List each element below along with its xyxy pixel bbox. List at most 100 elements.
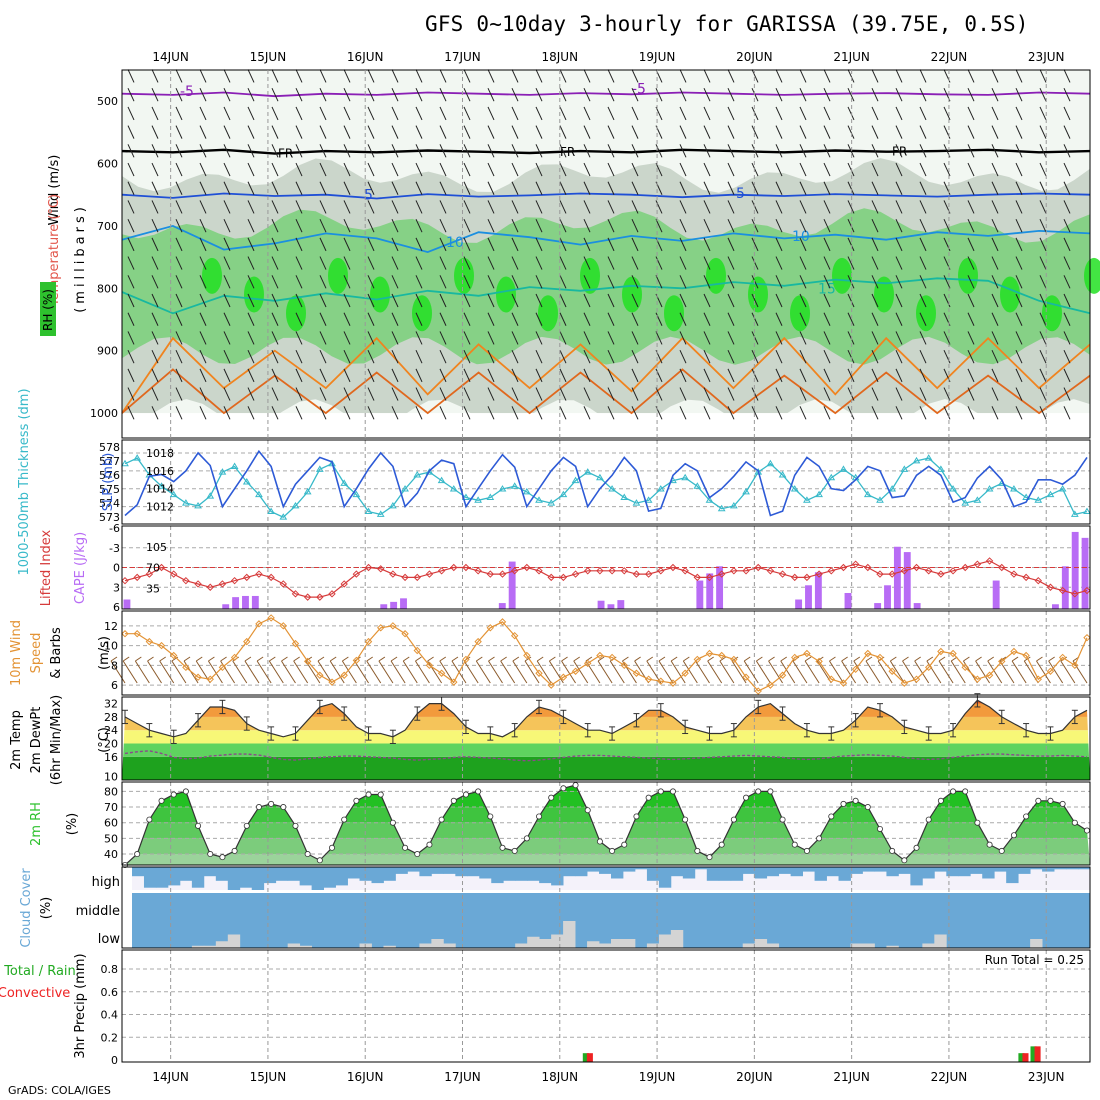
cloud-high-bar [467, 867, 480, 877]
isotherm-label: 15 [818, 281, 836, 297]
wind-barb [919, 106, 927, 121]
wind-barb [607, 349, 615, 364]
wind-barb [631, 237, 639, 252]
cape-bar [1051, 604, 1059, 609]
cloud-high-bar [371, 867, 384, 884]
cape-bar [805, 585, 812, 609]
cloud-high-bar [359, 867, 372, 881]
wind10-barb-flag [902, 656, 909, 662]
wind-barb [559, 69, 567, 83]
rh-high-cell [202, 257, 222, 294]
cloud-high-bar [790, 867, 803, 877]
wind-barb [679, 387, 687, 401]
wind-barb [703, 256, 711, 270]
wind-barb [895, 237, 903, 252]
wind-barb [151, 387, 159, 401]
date-label-top: 19JUN [639, 50, 676, 64]
thickness-marker [267, 507, 276, 515]
wind10-marker [279, 622, 288, 630]
wind-barb [751, 312, 759, 326]
wind-barb [871, 406, 879, 420]
wind-barb [511, 275, 519, 289]
rh-marker [974, 819, 981, 826]
wind10-barb [134, 660, 150, 684]
thickness-marker [413, 470, 422, 478]
wind10-barb [463, 660, 479, 684]
wind-barb [295, 293, 303, 308]
rh-marker [438, 816, 445, 823]
wind-barb [559, 125, 567, 139]
date-label-bottom: 16JUN [347, 1070, 384, 1084]
wind10-marker [401, 630, 409, 638]
wind-barb [895, 387, 903, 401]
wind-barb [511, 69, 519, 83]
wind10-barb-flag [938, 656, 946, 662]
wind-barb [271, 331, 279, 345]
wind-barb [991, 406, 999, 420]
cloud-high-bar [682, 867, 696, 879]
thickness-marker [364, 507, 373, 515]
wind-barb [727, 237, 735, 252]
cloud-high-bar [946, 867, 959, 877]
wind-barb [271, 237, 279, 252]
wind-barb [439, 368, 447, 383]
lifted-index-marker [340, 580, 348, 588]
wind10-barb [207, 660, 223, 684]
wind10-marker [291, 639, 300, 648]
rh-marker [889, 847, 896, 854]
wind-barb [271, 162, 279, 177]
wind-barb [343, 387, 351, 401]
precip-tick-label: 0.4 [101, 1009, 119, 1022]
wind-barb [895, 162, 903, 177]
precip-convective-bar [1022, 1053, 1029, 1062]
wind10-marker [1058, 653, 1067, 662]
wind-barb [703, 106, 711, 121]
wind-barb [535, 125, 543, 139]
cloud-high-bar [287, 867, 301, 881]
lifted-index-marker [352, 570, 361, 578]
wind-barb [799, 200, 807, 214]
wind-barb [727, 218, 735, 233]
wind-barb [727, 87, 735, 102]
wind10-marker [133, 630, 141, 638]
wind-barb [847, 387, 855, 401]
wind-barb [511, 218, 519, 233]
wind10-marker [681, 669, 689, 677]
cloud-high-bar [191, 867, 205, 888]
wind-barb [535, 331, 543, 345]
wind-barb [583, 349, 591, 364]
wind10-marker [937, 647, 945, 656]
rh-marker [645, 794, 652, 801]
lifted-index-marker [121, 576, 129, 585]
wind-barb [631, 162, 639, 177]
thickness-marker [656, 485, 665, 492]
wind-barb [223, 368, 231, 383]
cloud-high-bar [611, 867, 624, 879]
wind-barb [943, 162, 951, 177]
wind-barb [343, 218, 351, 233]
rh-band [122, 822, 1090, 839]
wind-barb [1063, 275, 1071, 289]
wind-barb [295, 162, 303, 177]
wind-barb [559, 406, 567, 420]
lifted-index-marker [657, 567, 665, 575]
wind-barb [583, 368, 591, 383]
wind-barb [679, 349, 687, 364]
wind-barb [679, 275, 687, 289]
cloud-low-bar [191, 945, 205, 948]
wind-barb [967, 349, 975, 364]
temp-tick-label: 16 [104, 751, 118, 764]
temp-bands [122, 700, 1090, 780]
wind-barb [511, 293, 519, 308]
wind-barb [607, 87, 615, 102]
wind-barb [631, 106, 639, 121]
wind10-barb [731, 660, 747, 684]
wind-barb [823, 181, 831, 195]
precip-frame [121, 949, 1091, 1063]
rh-marker [523, 835, 530, 842]
rh-marker [207, 851, 214, 858]
cloud-high-bar [706, 867, 720, 881]
wind-barb [319, 349, 327, 364]
wind-barb [1039, 331, 1047, 345]
wind-barb [823, 368, 831, 383]
